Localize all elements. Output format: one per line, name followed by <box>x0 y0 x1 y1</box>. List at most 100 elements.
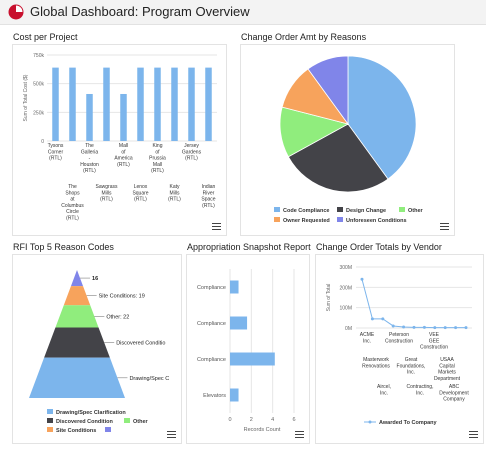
x-tick-label: Mall of America (RTL) <box>114 143 133 168</box>
data-point <box>443 326 447 330</box>
pyramid-level <box>44 327 110 358</box>
y-axis-title: Sum of Total <box>326 284 332 312</box>
data-point <box>422 325 426 329</box>
x-axis-title: Records Count <box>244 427 281 433</box>
legend-label: Design Change <box>346 208 386 214</box>
pyramid-chart-menu-icon[interactable] <box>167 431 176 438</box>
legend-swatch <box>274 217 280 222</box>
change-order-panel-title: Change Order Amt by Reasons <box>241 32 367 42</box>
data-point <box>402 325 406 329</box>
legend-label: Owner Requested <box>283 218 330 224</box>
legend-label: Drawing/Spec Clarification <box>56 410 126 416</box>
legend-marker <box>368 420 372 424</box>
x-tick-label: The Shops at Columbus Circle (RTL) <box>61 184 84 222</box>
bar <box>137 67 144 141</box>
bar <box>52 67 59 141</box>
x-tick-label: Tysons Corner (RTL) <box>48 143 64 162</box>
x-tick-label: Contracting, Inc. <box>407 384 434 396</box>
pie-slice <box>347 55 417 180</box>
legend-swatch <box>274 207 280 212</box>
cost-panel-title: Cost per Project <box>13 32 78 42</box>
legend-swatch <box>105 427 111 432</box>
x-tick-label: King of Prussia Mall (RTL) <box>149 143 166 174</box>
data-point <box>454 326 458 330</box>
y-tick-label: 0 <box>41 139 44 145</box>
rfi-panel-title: RFI Top 5 Reason Codes <box>13 242 114 252</box>
data-point <box>381 317 385 321</box>
appropriation-bar-chart: 0 2 4 6 Records Count Compliance Compliance Com… <box>197 269 296 433</box>
rfi-card: 16 Site Conditions: 19 Other: 22 Discovered… <box>12 254 182 444</box>
cost-per-project-card: 0 250k 500k 750k Sum of Total Cost ($) Tysons… <box>12 44 227 236</box>
x-tick-label: Peterson Construction <box>385 332 413 344</box>
rfi-pyramid-chart: 16 Site Conditions: 19 Other: 22 Discovered… <box>29 270 169 434</box>
bar <box>154 67 161 141</box>
legend-label: Other <box>408 208 424 214</box>
data-label: Drawing/Spec C <box>129 376 169 382</box>
x-tick-label: Sawgrass Mills (RTL) <box>96 184 118 203</box>
x-tick-label: Lenox Square (RTL) <box>132 184 148 203</box>
data-label: 16 <box>92 276 98 282</box>
x-tick-label: Katy Mills (RTL) <box>168 184 181 203</box>
bar <box>120 93 127 141</box>
x-tick-label: ACME Inc. <box>360 332 375 344</box>
vendor-chart-menu-icon[interactable] <box>469 431 478 438</box>
data-point <box>370 317 374 321</box>
y-tick-label: Compliance <box>197 357 226 363</box>
pyramid-level <box>29 357 125 398</box>
legend-label: Code Compliance <box>283 208 329 214</box>
x-tick-label: 4 <box>271 417 274 423</box>
bar <box>230 352 275 366</box>
legend-swatch <box>124 418 130 423</box>
x-tick-label: ABC Development Company <box>439 384 469 403</box>
x-tick-label: USAA Capital Markets Department <box>434 357 461 382</box>
legend-label: Discovered Condition <box>56 419 113 425</box>
dashboard-header: Global Dashboard: Program Overview <box>0 0 486 25</box>
legend-label: Awarded To Company <box>379 420 437 426</box>
vendor-panel-title: Change Order Totals by Vendor <box>316 242 442 252</box>
x-tick-label: VEE GEE Construction <box>420 332 448 351</box>
y-axis-title: Sum of Total Cost ($) <box>23 74 29 121</box>
legend-swatch <box>47 409 53 414</box>
y-tick-label: 0M <box>345 326 352 332</box>
appropriation-panel-title: Appropriation Snapshot Report <box>187 242 311 252</box>
y-tick-label: Elevators <box>203 393 226 399</box>
bar <box>171 67 178 141</box>
legend-swatch <box>399 207 405 212</box>
cost-chart-menu-icon[interactable] <box>212 223 221 230</box>
x-tick-label: 0 <box>228 417 231 423</box>
change-order-card: Code Compliance Design Change Other Owner R… <box>240 44 455 236</box>
legend-swatch <box>47 427 53 432</box>
appropriation-chart-menu-icon[interactable] <box>295 431 304 438</box>
pyramid-level <box>63 286 91 306</box>
x-tick-label: Jersey Gardens (RTL) <box>182 143 202 162</box>
cost-per-project-chart: 0 250k 500k 750k Sum of Total Cost ($) Tysons… <box>23 53 217 222</box>
data-point <box>360 277 364 281</box>
pie-chart-menu-icon[interactable] <box>440 223 449 230</box>
pie-slice <box>287 123 389 193</box>
legend-swatch <box>337 207 343 212</box>
pie-slice <box>307 55 349 126</box>
legend-swatch <box>337 217 343 222</box>
y-tick-label: Compliance <box>197 285 226 291</box>
bar <box>69 67 76 141</box>
bar <box>230 388 239 402</box>
bar <box>103 67 110 141</box>
x-tick-label: Masterwork Renovations <box>362 357 390 369</box>
bar <box>205 67 212 141</box>
x-tick-label: 2 <box>250 417 253 423</box>
legend-label: Other <box>133 419 149 425</box>
y-tick-label: 300M <box>339 265 352 271</box>
data-point <box>391 324 395 328</box>
y-tick-label: 500k <box>33 82 44 88</box>
y-tick-label: Compliance <box>197 321 226 327</box>
legend-swatch <box>47 418 53 423</box>
pyramid-level <box>70 270 84 287</box>
y-tick-label: 750k <box>33 53 44 59</box>
dashboard-logo-icon <box>8 4 24 20</box>
appropriation-card: 0 2 4 6 Records Count Compliance Compliance Com… <box>186 254 310 444</box>
bar <box>230 280 239 294</box>
bar <box>230 316 248 330</box>
legend-label: Unforeseen Conditions <box>346 218 407 224</box>
x-tick-label: 6 <box>292 417 295 423</box>
x-tick-label: Great Foundations, Inc. <box>397 357 426 376</box>
